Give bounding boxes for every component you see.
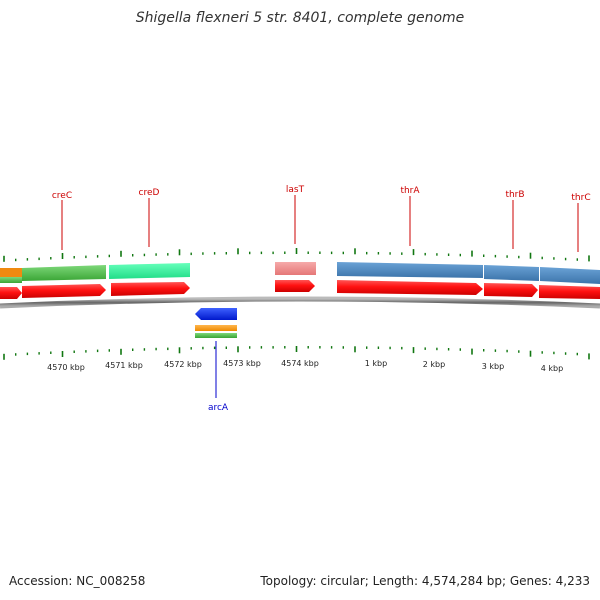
feature-block-thrC[interactable] [540,267,600,284]
inner-tick-ring [3,346,590,360]
feature-block-thrA[interactable] [337,262,483,278]
cds-arrow[interactable] [484,283,538,297]
cds-arrow[interactable] [22,284,106,298]
gene-label-arcA[interactable]: arcA [208,403,229,413]
genome-backbone [0,296,600,309]
coordinate-labels: 4570 kbp 4571 kbp 4572 kbp 4573 kbp 4574… [47,359,563,373]
gene-leader-lines [61,195,579,398]
gene-label-creD[interactable]: creD [139,188,160,198]
cds-arrow[interactable] [337,280,483,295]
feature-block-orange[interactable] [0,268,22,278]
cds-arrow[interactable] [539,285,600,299]
outer-tick-ring [3,248,590,262]
coordinate-label: 4571 kbp [105,361,143,370]
feature-block-arcA-orange[interactable] [195,325,237,331]
gene-label-thrA[interactable]: thrA [400,186,420,196]
coordinate-label: 4572 kbp [164,360,202,369]
coordinate-label: 4570 kbp [47,363,85,372]
feature-separator [195,331,237,333]
feature-block-lasT[interactable] [275,262,316,275]
coordinate-label: 2 kbp [423,360,445,369]
cds-arrow[interactable] [0,287,22,299]
gene-labels: creC creD lasT thrA thrB thrC arcA [52,185,591,413]
gene-track-top [0,262,600,284]
coordinate-label: 4574 kbp [281,359,319,368]
cds-arrow[interactable] [275,280,315,292]
feature-block-green-left[interactable] [0,277,22,283]
cds-track-forward [0,280,600,299]
cds-track-reverse [195,308,237,338]
feature-block-creD[interactable] [109,263,190,279]
coordinate-label: 1 kbp [365,359,387,368]
cds-arrow[interactable] [111,282,190,296]
feature-block-arcA-green[interactable] [195,333,237,338]
genome-summary-text: Topology: circular; Length: 4,574,284 bp… [260,574,590,588]
gene-label-lasT[interactable]: lasT [286,185,305,195]
gene-label-thrB[interactable]: thrB [505,190,524,200]
cds-arrow-arcA[interactable] [195,308,237,320]
accession-text: Accession: NC_008258 [9,574,146,588]
gene-label-creC[interactable]: creC [52,191,72,201]
coordinate-label: 3 kbp [482,362,504,371]
feature-block-creC[interactable] [22,265,106,281]
coordinate-label: 4 kbp [541,364,563,373]
feature-block-thrB[interactable] [484,265,539,281]
gene-label-thrC[interactable]: thrC [571,193,590,203]
coordinate-label: 4573 kbp [223,359,261,368]
page-title: Shigella flexneri 5 str. 8401, complete … [135,10,465,26]
